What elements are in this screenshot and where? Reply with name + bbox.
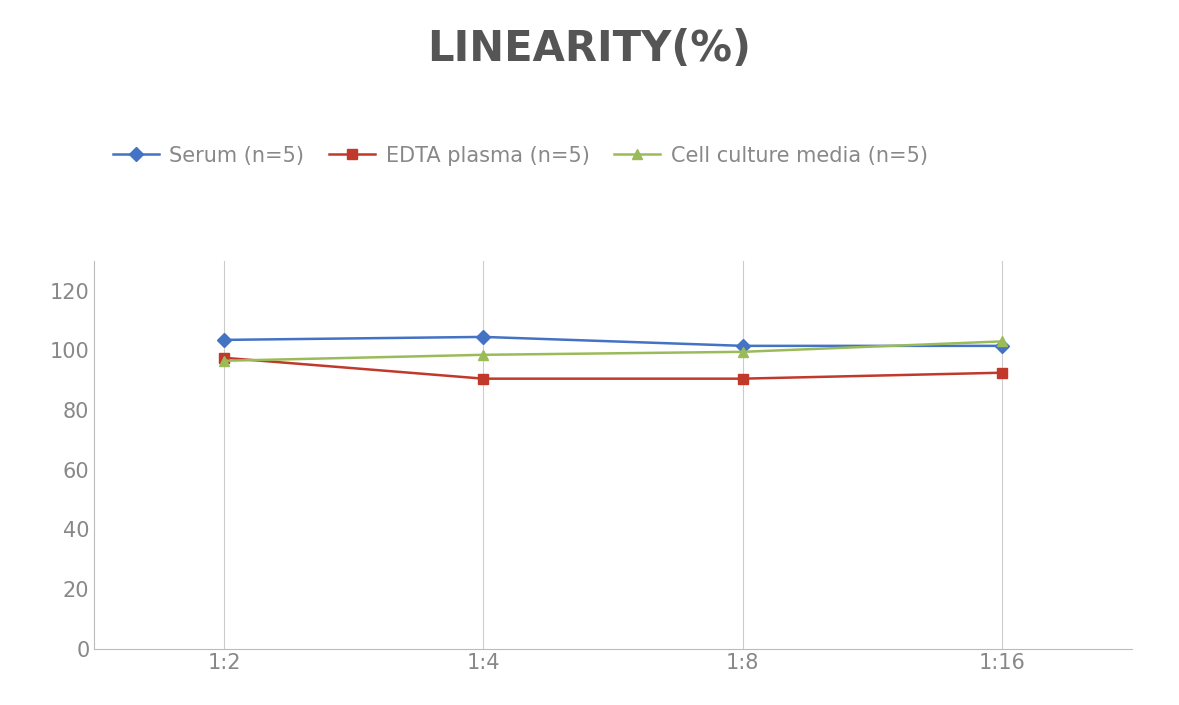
Cell culture media (n=5) [476,350,490,359]
EDTA plasma (n=5) [995,369,1009,377]
Line: Cell culture media (n=5): Cell culture media (n=5) [219,336,1007,366]
Line: Serum (n=5): Serum (n=5) [219,332,1007,350]
Cell culture media (n=5) [995,337,1009,345]
Legend: Serum (n=5), EDTA plasma (n=5), Cell culture media (n=5): Serum (n=5), EDTA plasma (n=5), Cell cul… [105,137,936,174]
Text: LINEARITY(%): LINEARITY(%) [428,28,751,70]
Cell culture media (n=5) [736,348,750,356]
Serum (n=5) [736,342,750,350]
EDTA plasma (n=5) [736,374,750,383]
Cell culture media (n=5) [217,357,231,365]
EDTA plasma (n=5) [217,354,231,362]
Line: EDTA plasma (n=5): EDTA plasma (n=5) [219,353,1007,384]
EDTA plasma (n=5) [476,374,490,383]
Serum (n=5) [476,333,490,341]
Serum (n=5) [995,342,1009,350]
Serum (n=5) [217,336,231,344]
